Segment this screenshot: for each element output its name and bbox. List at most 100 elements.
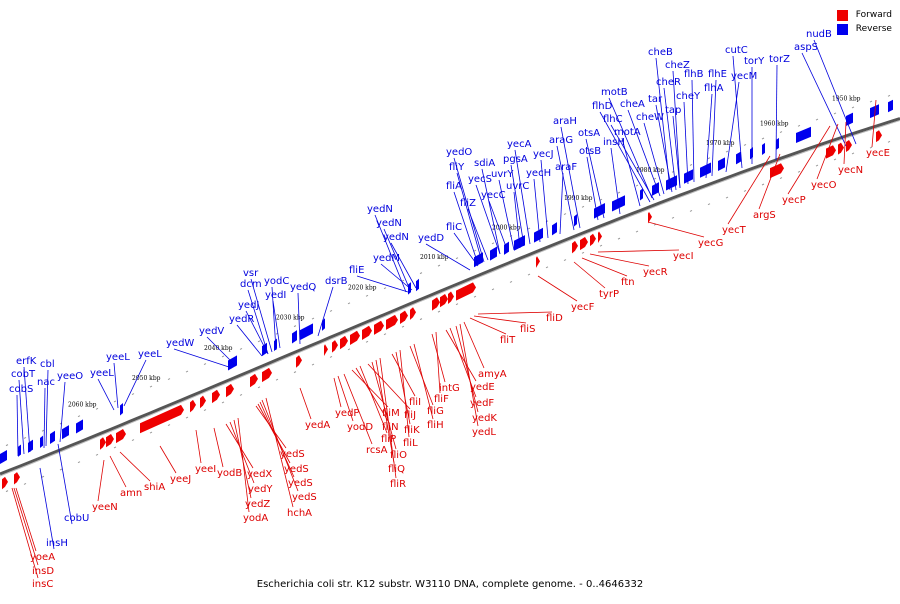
reverse-leader-line	[271, 286, 277, 351]
reverse-gene-label: cobT	[11, 369, 36, 380]
forward-gene-label: fliS	[520, 324, 535, 335]
reverse-leader-line	[683, 101, 689, 185]
track-dot	[617, 191, 621, 194]
reverse-gene-block	[718, 157, 725, 172]
forward-gene-block	[838, 142, 844, 155]
forward-gene-block	[332, 340, 338, 353]
forward-leader-line	[109, 455, 127, 488]
reverse-gene-block	[750, 147, 753, 160]
reverse-leader-line	[556, 145, 575, 231]
reverse-gene-label: yeeL	[138, 349, 162, 360]
forward-leader-line	[455, 325, 479, 413]
forward-leader-line	[647, 221, 705, 238]
reverse-leader-line	[43, 387, 46, 449]
forward-leader-line	[413, 343, 434, 420]
track-dot	[221, 355, 225, 358]
track-dot	[149, 431, 153, 434]
reverse-leader-line	[533, 178, 541, 243]
track-dot	[365, 294, 369, 297]
forward-gene-label: yedK	[472, 413, 497, 424]
forward-leader-line	[445, 329, 477, 382]
reverse-leader-line	[586, 156, 599, 221]
forward-leader-line	[355, 367, 389, 422]
reverse-gene-label: uvrY	[491, 169, 514, 180]
forward-leader-line	[259, 401, 295, 478]
reverse-gene-label: fliZ	[460, 198, 476, 209]
reverse-gene-label: yedM	[373, 253, 400, 264]
reverse-leader-line	[514, 149, 531, 245]
track-dot	[455, 303, 459, 306]
reverse-gene-label: yedN	[383, 232, 409, 243]
track-dot	[149, 385, 153, 388]
forward-gene-block	[2, 476, 8, 490]
forward-swatch-icon	[836, 9, 848, 21]
reverse-leader-line	[317, 286, 334, 337]
reverse-leader-line	[627, 109, 661, 197]
reverse-gene-label: cheA	[620, 99, 645, 110]
forward-gene-block	[440, 293, 448, 308]
track-dot	[563, 259, 567, 261]
forward-gene-label: fliH	[427, 420, 444, 431]
forward-gene-label: rcsA	[366, 445, 388, 456]
forward-gene-block	[648, 211, 652, 224]
track-dot	[23, 483, 27, 485]
track-dot	[473, 249, 477, 252]
reverse-gene-label: aspS	[794, 42, 818, 53]
forward-leader-line	[537, 275, 578, 302]
reverse-leader-line	[45, 369, 49, 447]
reverse-gene-label: yecA	[507, 139, 532, 150]
forward-gene-block	[386, 314, 398, 330]
reverse-leader-line	[513, 191, 521, 249]
forward-gene-block	[116, 429, 126, 444]
tick-label: 2050 kbp	[132, 375, 161, 382]
forward-leader-line	[469, 317, 507, 335]
forward-leader-line	[473, 315, 527, 324]
forward-gene-block	[296, 355, 302, 368]
forward-gene-label: amyA	[478, 369, 507, 380]
reverse-gene-block	[50, 430, 55, 445]
track-dot	[491, 288, 495, 291]
reverse-leader-line	[57, 443, 73, 525]
forward-gene-label: yecP	[782, 195, 806, 206]
forward-gene-label: yecT	[722, 225, 747, 236]
track-dot	[293, 371, 297, 374]
track-dot	[401, 279, 405, 282]
reverse-gene-label: yedN	[376, 218, 402, 229]
forward-gene-block	[410, 307, 416, 320]
track-dot	[239, 393, 243, 396]
reverse-gene-label: yedR	[229, 314, 254, 325]
forward-gene-label: yeeJ	[170, 474, 191, 485]
reverse-gene-label: erfK	[16, 356, 37, 367]
forward-leader-line	[11, 487, 39, 579]
track-dot	[113, 400, 117, 403]
forward-gene-label: tyrP	[599, 289, 619, 300]
forward-gene-label: yedE	[470, 382, 495, 393]
track-dot	[419, 272, 423, 275]
forward-gene-label: yecN	[838, 165, 863, 176]
track-dot	[95, 407, 99, 410]
reverse-gene-label: yeeL	[106, 352, 130, 363]
forward-leader-line	[463, 321, 485, 369]
reverse-gene-label: uvrC	[506, 181, 529, 192]
track-dot	[707, 157, 711, 160]
reverse-gene-label: yedO	[446, 147, 472, 158]
reverse-leader-line	[123, 359, 147, 407]
forward-gene-block	[846, 139, 852, 152]
track-dot	[563, 213, 567, 215]
forward-leader-line	[449, 327, 477, 398]
forward-gene-label: intG	[439, 383, 460, 394]
forward-leader-line	[299, 387, 312, 420]
reverse-gene-block	[796, 126, 811, 143]
forward-gene-block	[140, 404, 184, 434]
reverse-leader-line	[813, 39, 857, 145]
forward-gene-label: fliM	[382, 408, 400, 419]
forward-gene-label: yedZ	[245, 499, 270, 510]
forward-gene-label: yoeA	[30, 552, 55, 563]
reverse-gene-label: yecM	[731, 71, 757, 82]
forward-gene-block	[572, 240, 578, 254]
tick-label: 2000 kbp	[492, 224, 521, 231]
track-dot	[365, 340, 369, 343]
track-dot	[239, 347, 243, 350]
track-dot	[689, 164, 693, 166]
